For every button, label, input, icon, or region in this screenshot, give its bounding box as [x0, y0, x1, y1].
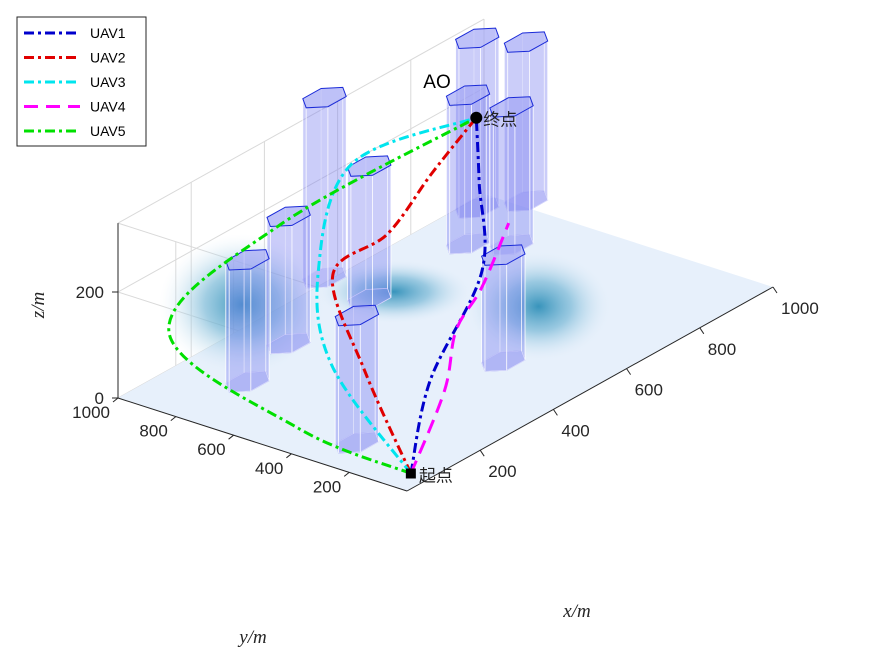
- y-axis-label: y/m: [237, 627, 266, 648]
- obstacle-face: [543, 31, 549, 201]
- y-tick-mark-4: [112, 397, 119, 403]
- obstacle-1: [480, 244, 526, 372]
- x-axis-label: x/m: [562, 601, 590, 622]
- obstacle-0: [334, 304, 380, 454]
- legend-label-uav2: UAV2: [90, 50, 126, 66]
- obstacle-face: [387, 155, 392, 298]
- y-tick-mark-1: [286, 453, 292, 459]
- x-axis-line: [406, 286, 774, 492]
- y-tick-label-0: 200: [313, 477, 341, 496]
- obstacle-face: [484, 263, 508, 372]
- obstacle-2: [225, 249, 270, 393]
- obstacle-9: [503, 31, 549, 212]
- obstacle-face: [489, 107, 494, 256]
- path-uav4: [409, 222, 511, 475]
- obstacle-top: [445, 84, 491, 106]
- x-tick-mark-0: [479, 449, 485, 457]
- y-tick-label-1: 400: [255, 459, 283, 478]
- obstacle-top: [334, 304, 380, 327]
- obstacle-8: [489, 96, 534, 256]
- obstacle-face: [334, 316, 340, 454]
- obstacle-face: [265, 249, 270, 381]
- end-label: 终点: [483, 111, 517, 130]
- obstacle-top: [503, 31, 549, 53]
- obstacle-top: [489, 96, 534, 118]
- obstacle-face: [225, 260, 230, 393]
- z-axis-label: z/m: [28, 292, 49, 319]
- obstacle-face: [485, 84, 491, 243]
- end-marker: [470, 111, 483, 124]
- z-tick-label-1: 200: [76, 283, 104, 302]
- chart-title: AO: [423, 72, 450, 93]
- obstacle-face: [350, 174, 374, 310]
- path-uav1: [409, 117, 487, 474]
- obstacle-face: [521, 244, 526, 361]
- legend-label-uav1: UAV1: [90, 25, 126, 41]
- obstacle-face: [492, 115, 516, 256]
- x-tick-mark-3: [699, 327, 705, 335]
- legend-label-uav3: UAV3: [90, 74, 126, 90]
- legend-label-uav5: UAV5: [90, 123, 126, 139]
- start-marker: [405, 468, 416, 479]
- obstacle-face: [374, 305, 380, 442]
- obstacle-face: [338, 324, 361, 454]
- x-tick-mark-1: [552, 409, 558, 416]
- y-axis-line: [117, 397, 408, 492]
- y-tick-mark-2: [228, 434, 234, 440]
- obstacle-top: [346, 155, 392, 177]
- hill-1: [465, 251, 612, 362]
- y-tick-label-3: 800: [139, 422, 167, 441]
- back-frame-3: [117, 18, 485, 224]
- hill-0: [159, 233, 326, 375]
- obstacle-face: [445, 96, 451, 254]
- legend: UAV1 UAV2 UAV3 UAV4 UAV5: [16, 16, 147, 147]
- obstacle-face: [228, 268, 252, 393]
- obstacle-face: [342, 87, 347, 277]
- x-tick-label-4: 1000: [781, 299, 819, 318]
- x-tick-mark-4: [772, 286, 778, 294]
- obstacle-face: [347, 167, 352, 309]
- path-uav3: [315, 116, 477, 475]
- x-tick-label-0: 200: [488, 462, 516, 481]
- obstacle-4: [346, 155, 392, 310]
- x-tick-label-1: 400: [561, 421, 589, 440]
- obstacle-face: [529, 96, 534, 244]
- x-tick-label-2: 600: [635, 381, 663, 400]
- obstacle-face: [269, 224, 293, 355]
- x-tick-label-3: 800: [708, 340, 736, 359]
- start-label: 起点: [419, 467, 453, 486]
- legend-label-uav4: UAV4: [90, 99, 126, 115]
- y-tick-mark-0: [343, 472, 350, 477]
- y-tick-mark-3: [170, 416, 177, 421]
- path-uav5: [167, 116, 478, 475]
- z-tick-label-0: 0: [95, 389, 104, 408]
- legend-box: [16, 16, 147, 147]
- obstacle-3: [266, 205, 311, 355]
- start-end-markers: 起点 终点: [405, 111, 517, 486]
- y-tick-label-4: 1000: [72, 403, 110, 422]
- obstacle-top: [454, 27, 500, 50]
- terrain-floor: [118, 194, 773, 491]
- obstacle-top: [302, 86, 347, 109]
- obstacle-face: [306, 205, 311, 343]
- path-uav2: [330, 116, 478, 475]
- uav-paths: [167, 116, 511, 475]
- y-tick-label-2: 600: [197, 440, 225, 459]
- x-tick-mark-2: [626, 368, 632, 375]
